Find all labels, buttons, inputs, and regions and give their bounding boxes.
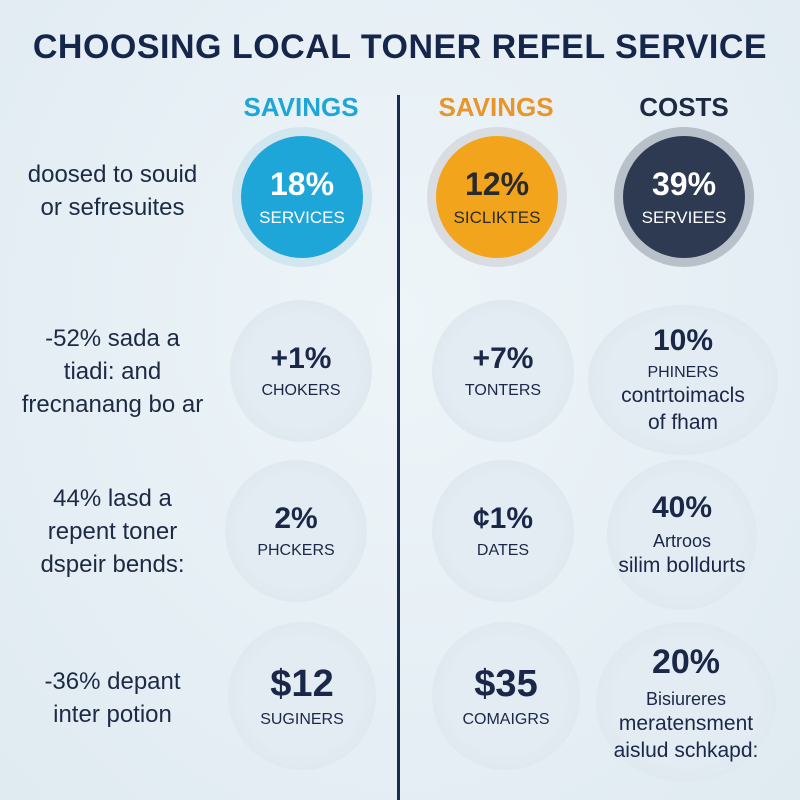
stat-value: ¢1%	[472, 502, 534, 535]
stat-circle-comaigrs: $35 COMAIGRS	[432, 622, 580, 770]
row-label-line: or sefresuites	[40, 194, 185, 221]
stat-circle-suginers: $12 SUGINERS	[228, 622, 376, 770]
row-label-line: tiadi: and	[63, 358, 162, 385]
row-label: -36% depant inter potion	[0, 665, 225, 731]
stat-value: +7%	[472, 342, 534, 375]
stat-value: 18%	[269, 166, 335, 202]
row-label-line: frecnanang bo ar	[21, 391, 204, 418]
stat-circle-savings-sicliktes: 12% SICLIKTES	[436, 136, 558, 258]
stat-description: of fham	[647, 411, 719, 434]
stat-value: 12%	[464, 166, 530, 202]
row-label-line: doosed to souid	[27, 161, 198, 188]
stat-caption: SICLIKTES	[453, 208, 541, 227]
column-header-savings-1: SAVINGS	[243, 92, 359, 122]
stat-caption: SERVICES	[259, 208, 345, 227]
stat-description: silim bolldurts	[618, 554, 746, 577]
stat-circle-tonters: +7% TONTERS	[432, 300, 574, 442]
column-divider	[397, 95, 400, 800]
stat-circle-savings-services: 18% SERVICES	[241, 136, 363, 258]
stat-caption: DATES	[476, 542, 530, 559]
page-title: CHOOSING LOCAL TONER REFEL SERVICE	[32, 28, 768, 66]
stat-description: meratensment	[618, 711, 754, 735]
stat-value: $12	[270, 663, 334, 705]
stat-caption: PHINERS	[647, 364, 719, 381]
stat-caption: Bisiureres	[645, 688, 727, 709]
row-label-line: -36% depant	[44, 668, 181, 695]
row-label-line: 44% lasd a	[53, 485, 172, 512]
stat-circle-chokers: +1% CHOKERS	[230, 300, 372, 442]
column-header-savings-2: SAVINGS	[438, 92, 554, 122]
row-label-line: repent toner	[47, 518, 178, 545]
column-header-costs: COSTS	[639, 92, 729, 122]
stat-value: 10%	[652, 324, 714, 357]
stat-caption: TONTERS	[464, 382, 542, 399]
row-label: 44% lasd a repent toner dspeir bends:	[0, 482, 225, 581]
stat-value: 40%	[651, 491, 713, 524]
row-label: doosed to souid or sefresuites	[0, 158, 225, 224]
row-label: -52% sada a tiadi: and frecnanang bo ar	[0, 322, 225, 421]
stat-description: aislud schkapd:	[613, 738, 759, 762]
row-label-line: inter potion	[53, 701, 172, 728]
stat-value: $35	[474, 663, 538, 705]
stat-circle-costs-servies: 39% SERVIEES	[623, 136, 745, 258]
stat-caption: SERVIEES	[641, 208, 727, 227]
stat-caption: SUGINERS	[260, 711, 344, 728]
stat-description: contrtoimacls	[621, 384, 745, 407]
row-label-line: -52% sada a	[45, 325, 180, 352]
stat-circle-dates: ¢1% DATES	[432, 460, 574, 602]
stat-value: +1%	[270, 342, 332, 375]
stat-value: 20%	[651, 642, 721, 681]
stat-circle-phiners: 10% PHINERS contrtoimacls of fham	[588, 305, 778, 455]
stat-caption: PHCKERS	[257, 542, 335, 559]
row-label-line: dspeir bends:	[40, 551, 185, 578]
stat-caption: CHOKERS	[261, 382, 341, 399]
stat-caption: COMAIGRS	[462, 711, 550, 728]
stat-circle-bisiureres: 20% Bisiureres meratensment aislud schka…	[596, 622, 776, 782]
stat-circle-artroos: 40% Artroos silim bolldurts	[607, 460, 757, 610]
stat-value: 39%	[651, 166, 717, 202]
stat-value: 2%	[274, 502, 318, 535]
stat-caption: Artroos	[652, 531, 712, 551]
stat-circle-phckers: 2% PHCKERS	[225, 460, 367, 602]
